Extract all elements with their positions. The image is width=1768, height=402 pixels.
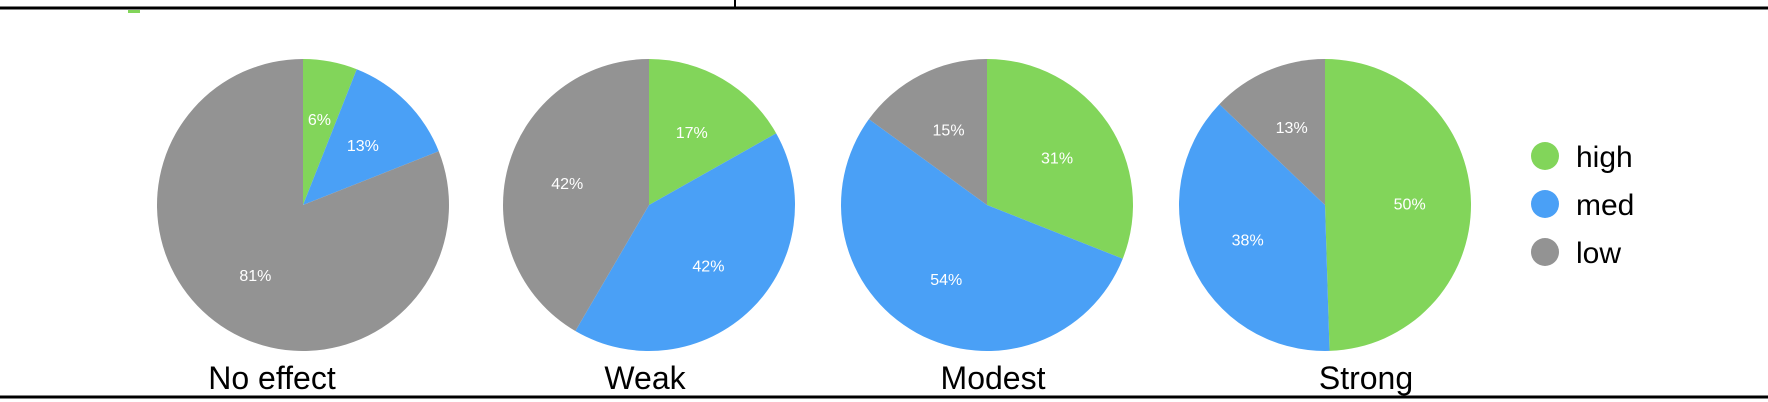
- pie-label-weak-med: 42%: [692, 258, 724, 275]
- pie-title-modest: Modest: [941, 360, 1046, 396]
- legend-marker-low: [1531, 238, 1559, 266]
- pie-label-no-effect-high: 6%: [308, 112, 331, 129]
- pie-label-modest-low: 15%: [933, 123, 965, 140]
- pie-label-strong-med: 38%: [1232, 233, 1264, 250]
- pie-slice-modest-low: [868, 59, 987, 205]
- pie-label-modest-high: 31%: [1041, 150, 1073, 167]
- legend: high med low: [1531, 141, 1634, 270]
- pie-slice-weak-high: [649, 59, 777, 205]
- pies-group: 6% 13% 81% 17% 42% 42% 31% 54% 15% 50% 38% 13%: [157, 58, 1472, 352]
- pie-title-strong: Strong: [1319, 360, 1413, 396]
- legend-label-high: high: [1576, 141, 1633, 174]
- green-fragment: [128, 10, 140, 13]
- legend-label-med: med: [1576, 189, 1634, 222]
- pie-slice-modest-med: [840, 119, 1123, 352]
- pie-strong: 50% 38% 13%: [1179, 58, 1472, 352]
- pie-slice-modest-high: [987, 59, 1133, 259]
- pie-label-weak-high: 17%: [676, 125, 708, 142]
- pie-slice-strong-high: [1325, 58, 1472, 351]
- pie-slice-weak-med: [575, 133, 795, 351]
- pie-titles: No effect Weak Modest Strong: [208, 360, 1413, 396]
- pie-slice-weak-low: [503, 59, 649, 332]
- pie-label-strong-high: 50%: [1394, 197, 1426, 214]
- pie-slice-no-effect-low: [157, 59, 450, 351]
- legend-marker-high: [1531, 142, 1559, 170]
- pie-label-modest-med: 54%: [930, 272, 962, 289]
- legend-label-low: low: [1576, 237, 1621, 270]
- pie-modest: 31% 54% 15%: [840, 59, 1133, 352]
- legend-marker-med: [1531, 190, 1559, 218]
- pie-no-effect: 6% 13% 81%: [157, 59, 450, 351]
- pie-slice-strong-med: [1179, 104, 1330, 352]
- pie-title-no-effect: No effect: [208, 360, 336, 396]
- pie-label-no-effect-low: 81%: [239, 268, 271, 285]
- pie-weak: 17% 42% 42%: [503, 59, 795, 351]
- pie-slice-no-effect-med: [303, 69, 439, 206]
- pie-label-strong-low: 13%: [1276, 120, 1308, 137]
- pie-label-no-effect-med: 13%: [347, 138, 379, 155]
- pie-slice-strong-low: [1219, 59, 1325, 205]
- pie-label-weak-low: 42%: [551, 176, 583, 193]
- pie-title-weak: Weak: [604, 360, 686, 396]
- pie-slice-no-effect-high: [303, 59, 357, 205]
